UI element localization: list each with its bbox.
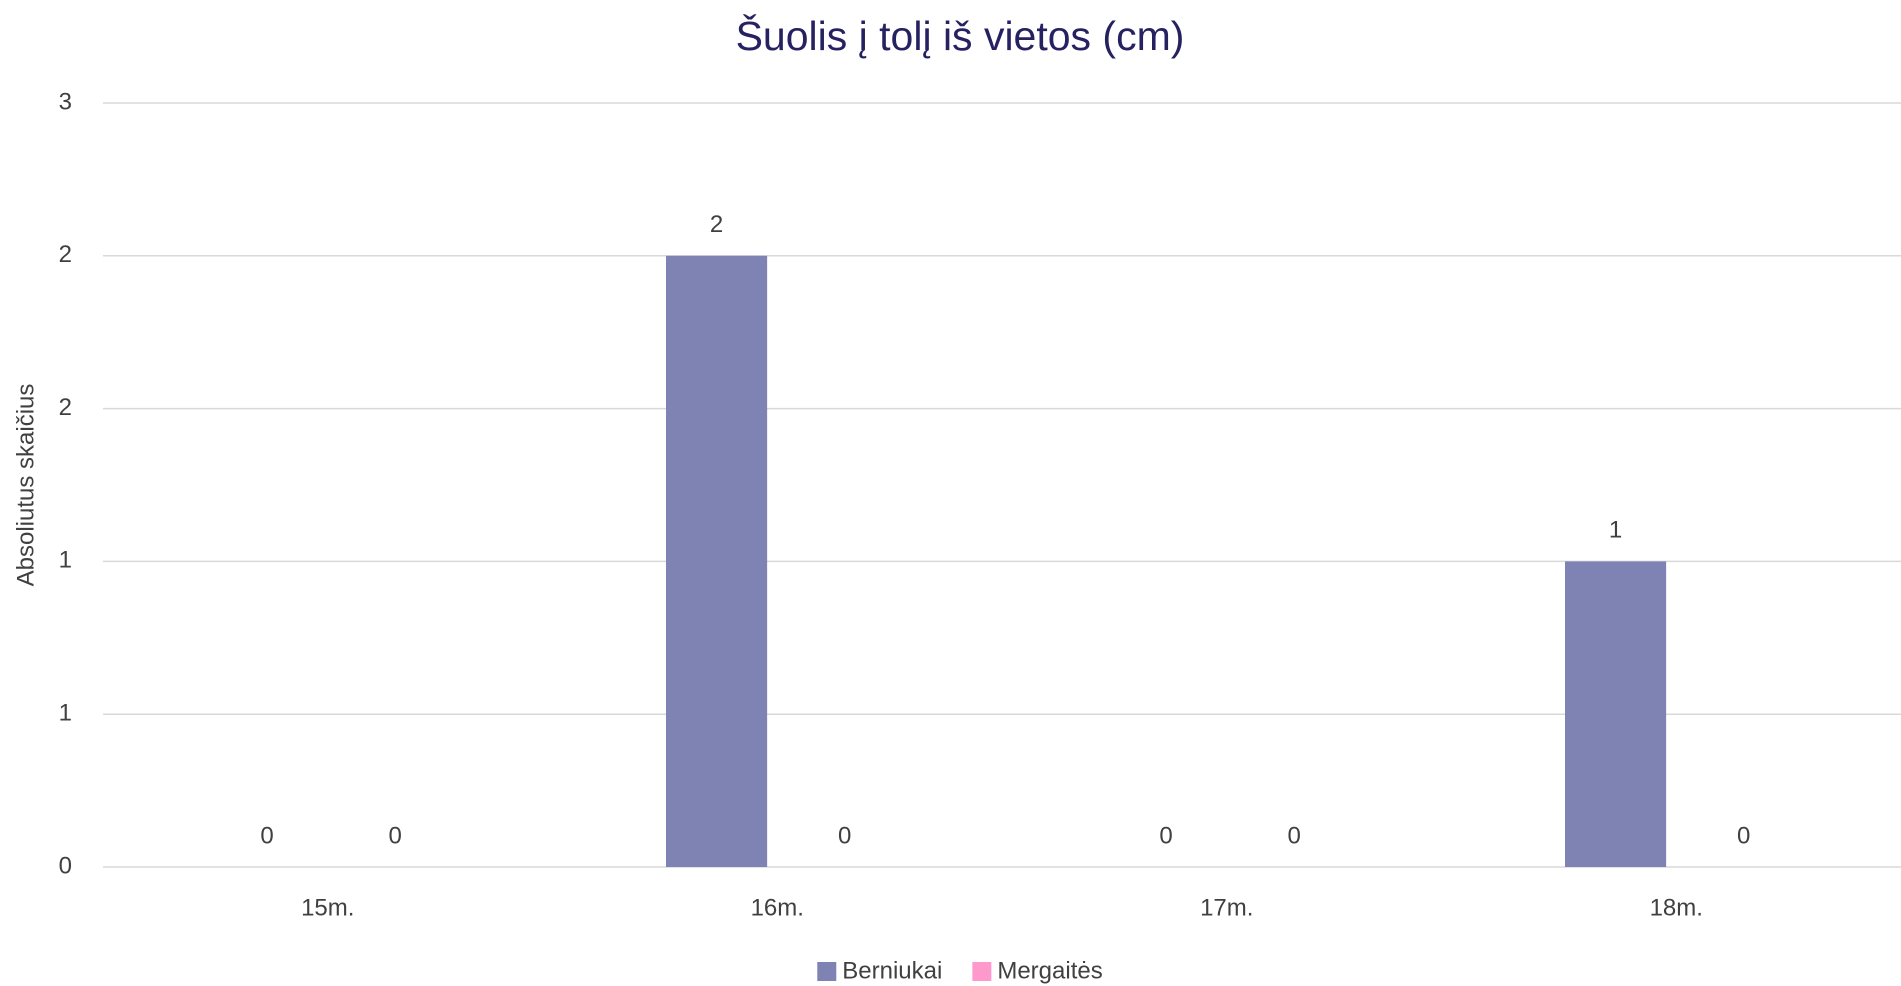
y-tick-label: 2 (59, 394, 72, 421)
bar (1564, 561, 1667, 867)
data-label: 1 (1609, 517, 1622, 544)
legend-swatch (817, 962, 837, 981)
bar (665, 255, 768, 868)
data-label: 0 (260, 822, 273, 849)
data-label: 2 (710, 211, 723, 238)
data-label: 0 (1287, 822, 1300, 849)
data-label: 0 (1737, 822, 1750, 849)
data-label: 0 (838, 822, 851, 849)
y-tick-label: 1 (59, 547, 72, 574)
data-label: 0 (1159, 822, 1172, 849)
legend-label: Mergaitės (997, 957, 1102, 984)
y-tick-label: 3 (59, 88, 72, 115)
y-tick-label: 1 (59, 700, 72, 727)
x-tick-label: 16m. (751, 894, 804, 921)
legend-label: Berniukai (842, 957, 942, 984)
data-label: 0 (388, 822, 401, 849)
y-axis-label: Absoliutus skaičius (12, 384, 39, 587)
legend-swatch (972, 962, 992, 981)
x-tick-label: 18m. (1650, 894, 1703, 921)
x-tick-label: 15m. (301, 894, 354, 921)
y-tick-label: 0 (59, 852, 72, 879)
y-tick-label: 2 (59, 241, 72, 268)
chart-title: Šuolis į tolį iš vietos (cm) (736, 13, 1185, 59)
x-tick-label: 17m. (1200, 894, 1253, 921)
